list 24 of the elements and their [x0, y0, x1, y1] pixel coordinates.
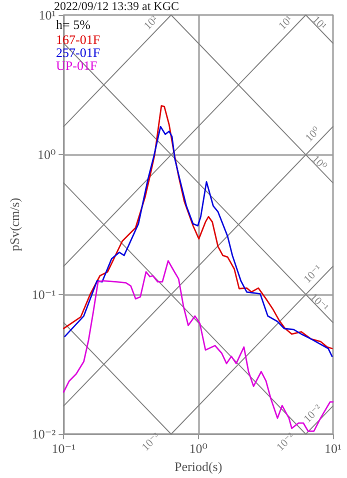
annotation: 10⁰ — [303, 124, 324, 144]
y-tick-label: 10⁰ — [37, 147, 56, 162]
text: 167-01F — [56, 32, 100, 47]
annotation: 10⁻² — [302, 402, 325, 426]
x-tick-label: 10⁻¹ — [52, 441, 76, 456]
annotation: h= 5% — [56, 17, 91, 32]
annotation: 10⁻¹ — [308, 291, 330, 314]
annotation: 10⁻³ — [140, 430, 163, 454]
annotation: 10¹ — [310, 14, 328, 33]
text: UP-01F — [56, 58, 98, 73]
text: 257-01F — [56, 45, 100, 60]
y-tick-label: 10⁻¹ — [32, 286, 56, 302]
annotation: 10⁰ — [309, 153, 330, 174]
annotation: 10⁻² — [274, 430, 298, 454]
x-axis-title: Period(s) — [174, 459, 222, 474]
annotation: 10⁻¹ — [302, 262, 324, 286]
annotation: 10¹ — [276, 14, 296, 32]
annotation: 10² — [142, 13, 161, 32]
y-tick-label: 10⁻² — [32, 426, 56, 442]
x-tick-label: 10¹ — [324, 441, 342, 456]
y-axis-title: pSv(cm/s) — [7, 198, 22, 252]
y-tick-label: 10¹ — [38, 8, 56, 22]
chart-title: 2022/09/12 13:39 at KGC — [54, 0, 179, 13]
x-tick-label: 10⁰ — [189, 441, 208, 456]
